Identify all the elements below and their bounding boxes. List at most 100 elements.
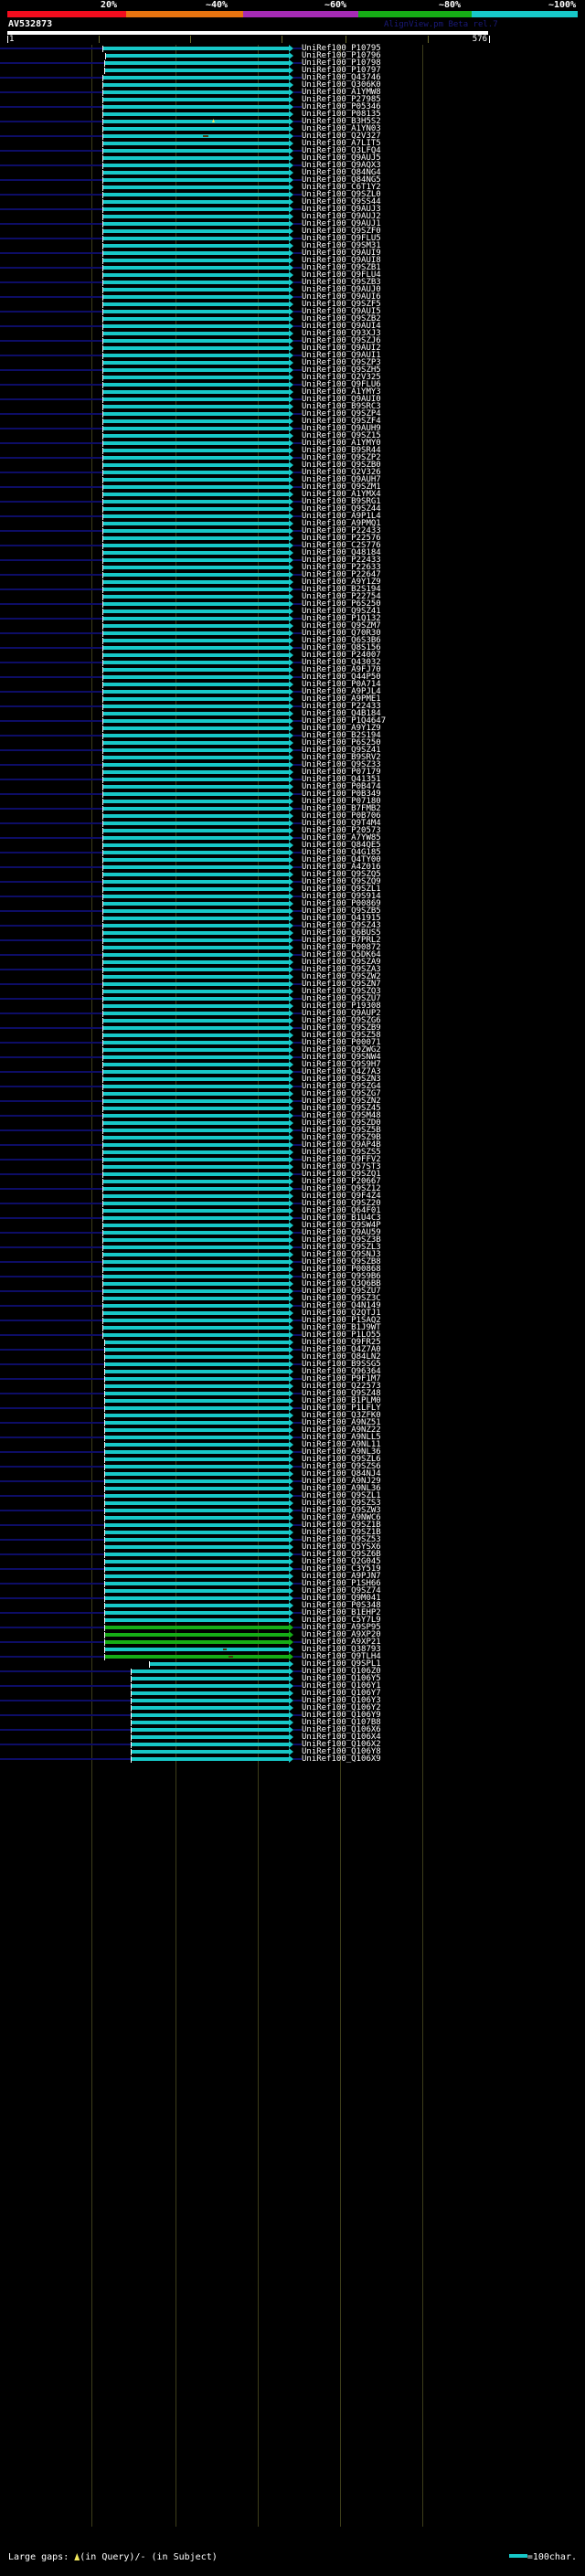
hit-label[interactable]: UniRef100_Q106Y7 — [302, 1689, 381, 1698]
table-row[interactable]: UniRef100_Q9SZ45 — [0, 1104, 585, 1113]
hsp-bar[interactable] — [103, 463, 289, 467]
table-row[interactable]: UniRef100_P27985 — [0, 95, 585, 104]
hsp-bar[interactable] — [103, 1297, 289, 1300]
hit-label[interactable]: UniRef100_Q9SZB9 — [302, 1023, 381, 1033]
hit-label[interactable]: UniRef100_A9NL36 — [302, 1447, 381, 1457]
hit-label[interactable]: UniRef100_P22433 — [302, 556, 381, 565]
hsp-bar[interactable] — [105, 1531, 289, 1534]
hit-label[interactable]: UniRef100_Q9SZN3 — [302, 1075, 381, 1084]
table-row[interactable]: UniRef100_Q84QE5 — [0, 841, 585, 850]
hit-label[interactable]: UniRef100_A9PJN7 — [302, 1572, 381, 1581]
table-row[interactable]: UniRef100_Q9SZB2 — [0, 314, 585, 323]
table-row[interactable]: UniRef100_P22647 — [0, 570, 585, 579]
table-row[interactable]: UniRef100_Q4B184 — [0, 709, 585, 718]
table-row[interactable]: UniRef100_P07180 — [0, 797, 585, 806]
hit-label[interactable]: UniRef100_Q9SZF4 — [302, 417, 381, 426]
hit-label[interactable]: UniRef100_Q9SZ44 — [302, 504, 381, 514]
hsp-bar[interactable] — [103, 493, 289, 496]
hit-label[interactable]: UniRef100_Q2V327 — [302, 132, 381, 141]
hit-label[interactable]: UniRef100_A9NZ51 — [302, 1418, 381, 1427]
table-row[interactable]: UniRef100_P22433 — [0, 526, 585, 535]
hit-label[interactable]: UniRef100_Q96364 — [302, 1367, 381, 1376]
table-row[interactable]: UniRef100_Q9SZL1 — [0, 1491, 585, 1500]
hit-label[interactable]: UniRef100_Q9AUJ3 — [302, 205, 381, 214]
table-row[interactable]: UniRef100_A9FJ70 — [0, 665, 585, 674]
table-row[interactable]: UniRef100_Q106Y8 — [0, 1747, 585, 1756]
hsp-bar[interactable] — [132, 1677, 289, 1680]
table-row[interactable]: UniRef100_A1YN03 — [0, 124, 585, 133]
hsp-bar[interactable] — [103, 1333, 289, 1337]
hit-label[interactable]: UniRef100_B1J9WT — [302, 1323, 381, 1332]
hsp-bar[interactable] — [103, 807, 289, 811]
hsp-bar[interactable] — [103, 683, 289, 686]
hsp-bar[interactable] — [103, 1224, 289, 1227]
hsp-bar[interactable] — [103, 990, 289, 993]
table-row[interactable]: UniRef100_A9PJN7 — [0, 1572, 585, 1581]
hsp-bar[interactable] — [132, 1757, 289, 1761]
table-row[interactable]: UniRef100_Q9SZB5 — [0, 906, 585, 916]
hsp-bar[interactable] — [105, 1384, 289, 1388]
hsp-bar[interactable] — [103, 705, 289, 708]
hsp-bar[interactable] — [103, 610, 289, 613]
table-row[interactable]: UniRef100_Q9SZS6 — [0, 1462, 585, 1471]
hsp-bar[interactable] — [103, 383, 289, 387]
hsp-bar[interactable] — [103, 317, 289, 321]
hit-label[interactable]: UniRef100_Q306K0 — [302, 80, 381, 90]
hit-label[interactable]: UniRef100_Q9SZ53 — [302, 1535, 381, 1544]
hit-label[interactable]: UniRef100_Q9AUH9 — [302, 424, 381, 433]
table-row[interactable]: UniRef100_Q48184 — [0, 548, 585, 557]
hsp-bar[interactable] — [103, 1260, 289, 1264]
hit-label[interactable]: UniRef100_Q9SZN7 — [302, 980, 381, 989]
hit-label[interactable]: UniRef100_Q43032 — [302, 658, 381, 667]
table-row[interactable]: UniRef100_P10796 — [0, 51, 585, 60]
hit-label[interactable]: UniRef100_Q9SZG4 — [302, 1082, 381, 1091]
hsp-bar[interactable] — [105, 1362, 289, 1366]
hit-label[interactable]: UniRef100_Q9SZP3 — [302, 358, 381, 367]
hsp-bar[interactable] — [103, 1092, 289, 1096]
hit-label[interactable]: UniRef100_Q9SZ20 — [302, 1199, 381, 1208]
hit-label[interactable]: UniRef100_A9NJ29 — [302, 1477, 381, 1486]
hsp-bar[interactable] — [103, 741, 289, 745]
table-row[interactable]: UniRef100_Q106X9 — [0, 1754, 585, 1764]
hit-label[interactable]: UniRef100_Q84NG5 — [302, 175, 381, 185]
hsp-bar[interactable] — [103, 178, 289, 182]
table-row[interactable]: UniRef100_Q9AUJ2 — [0, 212, 585, 221]
table-row[interactable]: UniRef100_Q9AUI5 — [0, 307, 585, 316]
hit-label[interactable]: UniRef100_Q9SZL6 — [302, 1455, 381, 1464]
table-row[interactable]: UniRef100_Q9SZD0 — [0, 1118, 585, 1128]
hsp-bar[interactable] — [103, 507, 289, 511]
table-row[interactable]: UniRef100_Q106X4 — [0, 1733, 585, 1742]
table-row[interactable]: UniRef100_P1LO55 — [0, 1330, 585, 1340]
hsp-bar[interactable] — [103, 376, 289, 379]
hsp-bar[interactable] — [103, 1143, 289, 1147]
table-row[interactable]: UniRef100_Q9FFV2 — [0, 1155, 585, 1164]
table-row[interactable]: UniRef100_Q9AUI8 — [0, 256, 585, 265]
hsp-bar[interactable] — [103, 800, 289, 803]
table-row[interactable]: UniRef100_A9NZ51 — [0, 1418, 585, 1427]
hit-label[interactable]: UniRef100_P0B474 — [302, 782, 381, 791]
hsp-bar[interactable] — [103, 1253, 289, 1256]
table-row[interactable]: UniRef100_Q9SZW3 — [0, 1506, 585, 1515]
table-row[interactable]: UniRef100_P10798 — [0, 58, 585, 68]
table-row[interactable]: UniRef100_Q43032 — [0, 658, 585, 667]
hit-label[interactable]: UniRef100_Q57ST3 — [302, 1162, 381, 1171]
hsp-bar[interactable] — [103, 814, 289, 818]
table-row[interactable]: UniRef100_Q9SZQ5 — [0, 870, 585, 879]
table-row[interactable]: UniRef100_Q9AUJ5 — [0, 154, 585, 163]
table-row[interactable]: UniRef100_P0B706 — [0, 811, 585, 821]
hsp-bar[interactable] — [103, 1004, 289, 1008]
table-row[interactable]: UniRef100_Q9SZ5B — [0, 1126, 585, 1135]
hit-label[interactable]: UniRef100_A9Y1Z9 — [302, 724, 381, 733]
hsp-bar[interactable] — [103, 398, 289, 401]
table-row[interactable]: UniRef100_A7LIT5 — [0, 139, 585, 148]
hsp-bar[interactable] — [103, 1304, 289, 1308]
table-row[interactable]: UniRef100_A9NL36 — [0, 1447, 585, 1457]
table-row[interactable]: UniRef100_Q9SM31 — [0, 241, 585, 250]
hsp-bar[interactable] — [105, 1341, 289, 1344]
hsp-bar[interactable] — [103, 968, 289, 971]
hit-label[interactable]: UniRef100_P0B706 — [302, 811, 381, 821]
hit-label[interactable]: UniRef100_Q9SZ5B — [302, 1126, 381, 1135]
hsp-bar[interactable] — [103, 120, 289, 123]
hit-label[interactable]: UniRef100_Q9SZQ9 — [302, 877, 381, 886]
hsp-bar[interactable] — [103, 449, 289, 452]
